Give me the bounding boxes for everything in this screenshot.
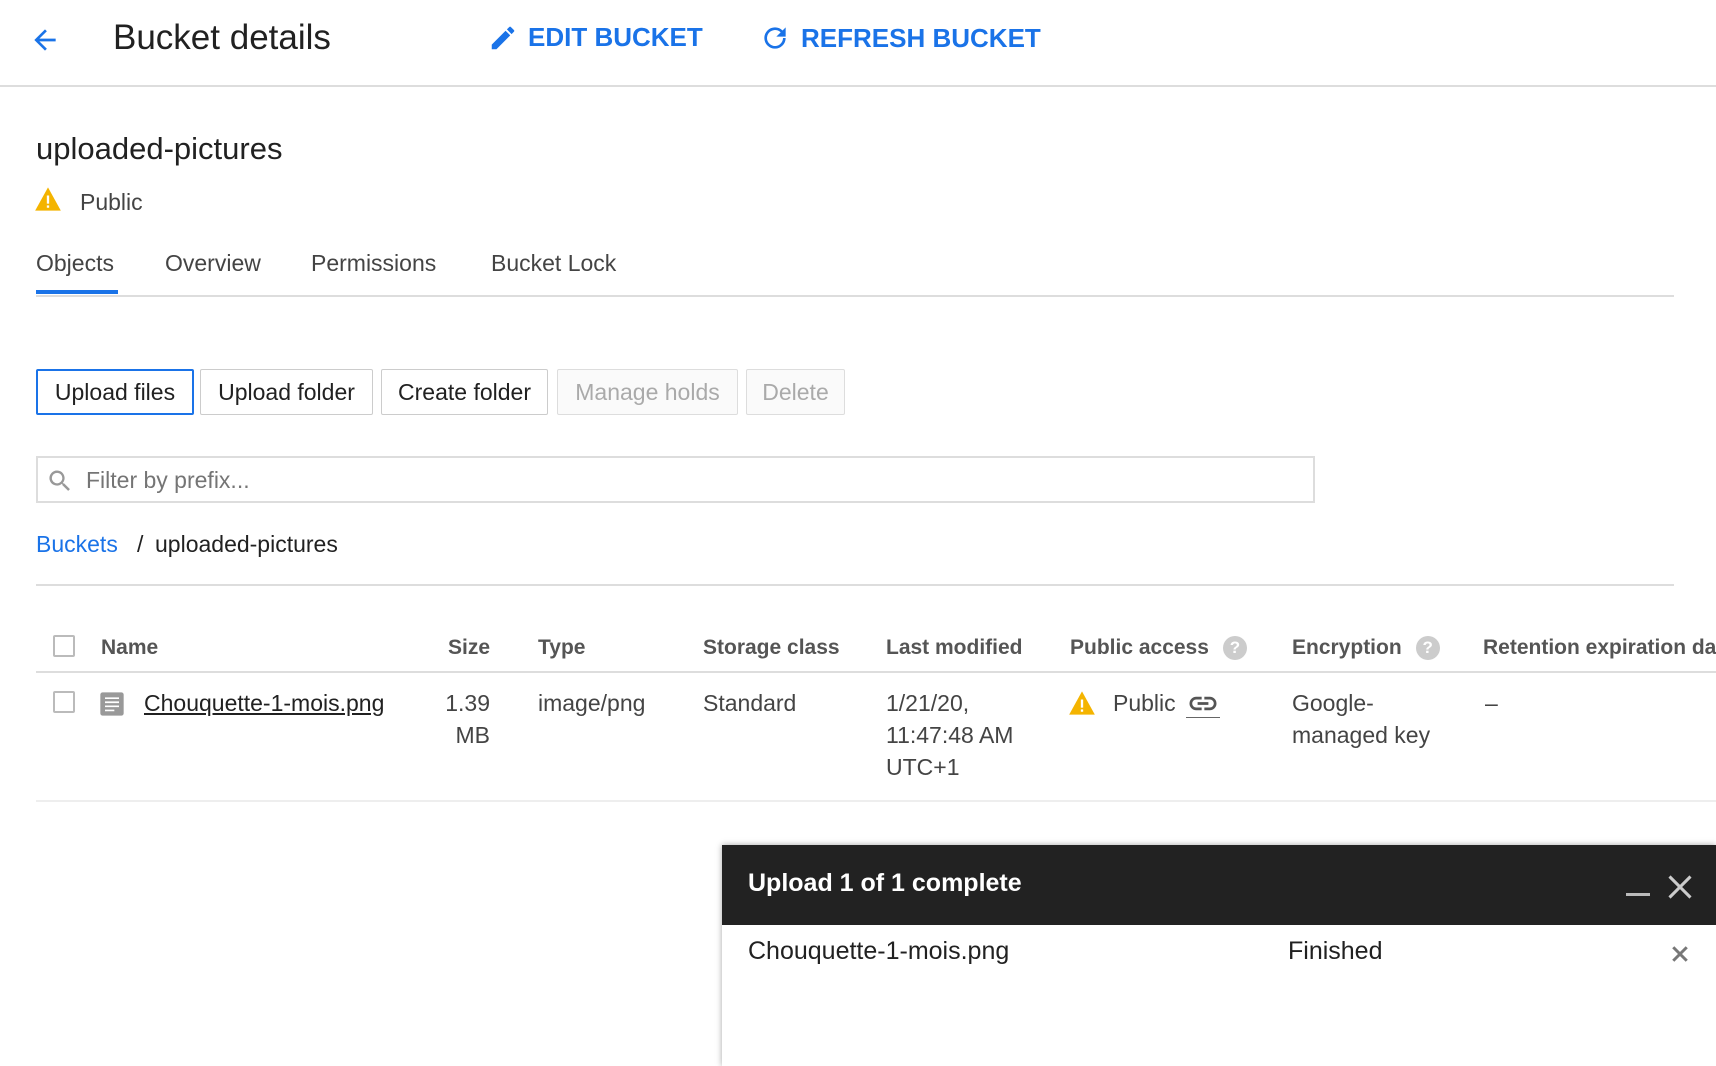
upload-status: Finished bbox=[1288, 937, 1383, 965]
object-encryption: Google-managed key bbox=[1292, 687, 1430, 751]
minimize-icon[interactable] bbox=[1626, 893, 1650, 896]
bucket-name: uploaded-pictures bbox=[36, 131, 283, 166]
select-all-checkbox[interactable] bbox=[53, 635, 75, 657]
object-type: image/png bbox=[538, 690, 646, 716]
breadcrumb-current: uploaded-pictures bbox=[155, 531, 338, 557]
upload-panel: Upload 1 of 1 complete Chouquette-1-mois… bbox=[722, 845, 1716, 1066]
column-size[interactable]: Size bbox=[448, 636, 491, 659]
column-public-access[interactable]: Public access? bbox=[1070, 636, 1247, 661]
upload-files-button[interactable]: Upload files bbox=[36, 369, 194, 415]
pencil-icon bbox=[491, 26, 515, 49]
encryption-line1: Google- bbox=[1292, 690, 1374, 716]
edit-bucket-button[interactable]: EDIT BUCKET bbox=[488, 22, 703, 53]
file-icon bbox=[100, 692, 124, 716]
tab-objects[interactable]: Objects bbox=[36, 250, 114, 276]
tab-bucket-lock[interactable]: Bucket Lock bbox=[491, 250, 617, 276]
delete-button[interactable]: Delete bbox=[746, 369, 845, 415]
edit-bucket-label: EDIT BUCKET bbox=[528, 22, 703, 52]
column-name[interactable]: Name bbox=[101, 636, 159, 659]
upload-folder-button[interactable]: Upload folder bbox=[200, 369, 373, 415]
object-name-link[interactable]: Chouquette-1-mois.png bbox=[144, 690, 385, 716]
filter-box bbox=[36, 456, 1315, 503]
object-size: 1.39 MB bbox=[430, 687, 490, 751]
breadcrumb-separator: / bbox=[137, 531, 144, 557]
upload-panel-title: Upload 1 of 1 complete bbox=[748, 869, 1022, 897]
tab-permissions[interactable]: Permissions bbox=[311, 250, 437, 276]
tab-overview[interactable]: Overview bbox=[165, 250, 261, 276]
top-bar: Bucket details EDIT BUCKET REFRESH BUCKE… bbox=[0, 0, 1716, 87]
link-icon[interactable] bbox=[1186, 690, 1220, 718]
page-title: Bucket details bbox=[113, 18, 331, 57]
size-unit: MB bbox=[455, 722, 491, 748]
refresh-bucket-button[interactable]: REFRESH BUCKET bbox=[759, 22, 1041, 54]
modified-time: 11:47:48 AM bbox=[886, 722, 1014, 748]
row-checkbox[interactable] bbox=[53, 691, 75, 713]
warning-icon bbox=[35, 187, 61, 211]
search-icon bbox=[49, 470, 70, 491]
header-divider bbox=[36, 671, 1716, 673]
column-encryption-label: Encryption bbox=[1292, 636, 1402, 659]
bucket-visibility: Public bbox=[80, 189, 143, 215]
modified-date: 1/21/20, bbox=[886, 690, 970, 716]
help-icon[interactable]: ? bbox=[1222, 636, 1247, 661]
back-arrow-icon[interactable] bbox=[28, 24, 62, 56]
modified-tz: UTC+1 bbox=[886, 754, 960, 780]
warning-icon bbox=[1069, 691, 1095, 715]
object-retention: – bbox=[1485, 690, 1498, 716]
create-folder-button[interactable]: Create folder bbox=[381, 369, 548, 415]
size-value: 1.39 bbox=[445, 690, 490, 716]
tabs-divider bbox=[36, 295, 1674, 297]
manage-holds-button[interactable]: Manage holds bbox=[557, 369, 738, 415]
column-type[interactable]: Type bbox=[538, 636, 586, 659]
refresh-icon bbox=[764, 27, 786, 49]
upload-file-name: Chouquette-1-mois.png bbox=[748, 937, 1010, 965]
close-icon[interactable] bbox=[1666, 873, 1694, 901]
object-public-access: Public bbox=[1113, 690, 1176, 716]
active-tab-indicator bbox=[36, 290, 118, 294]
column-last-modified[interactable]: Last modified bbox=[886, 636, 1023, 659]
refresh-bucket-label: REFRESH BUCKET bbox=[801, 22, 1041, 53]
column-storage-class[interactable]: Storage class bbox=[703, 636, 840, 659]
column-public-access-label: Public access bbox=[1070, 636, 1209, 659]
filter-input[interactable] bbox=[86, 464, 1286, 496]
breadcrumb-buckets-link[interactable]: Buckets bbox=[36, 531, 118, 557]
encryption-line2: managed key bbox=[1292, 722, 1431, 748]
dismiss-icon[interactable] bbox=[1671, 945, 1689, 963]
upload-panel-header: Upload 1 of 1 complete bbox=[722, 845, 1716, 925]
help-icon[interactable]: ? bbox=[1415, 636, 1440, 661]
column-encryption[interactable]: Encryption? bbox=[1292, 636, 1440, 661]
row-divider bbox=[36, 800, 1716, 802]
object-storage-class: Standard bbox=[703, 690, 797, 716]
divider bbox=[36, 584, 1674, 586]
object-last-modified: 1/21/20, 11:47:48 AM UTC+1 bbox=[886, 687, 1013, 783]
column-retention[interactable]: Retention expiration dat bbox=[1483, 636, 1716, 659]
